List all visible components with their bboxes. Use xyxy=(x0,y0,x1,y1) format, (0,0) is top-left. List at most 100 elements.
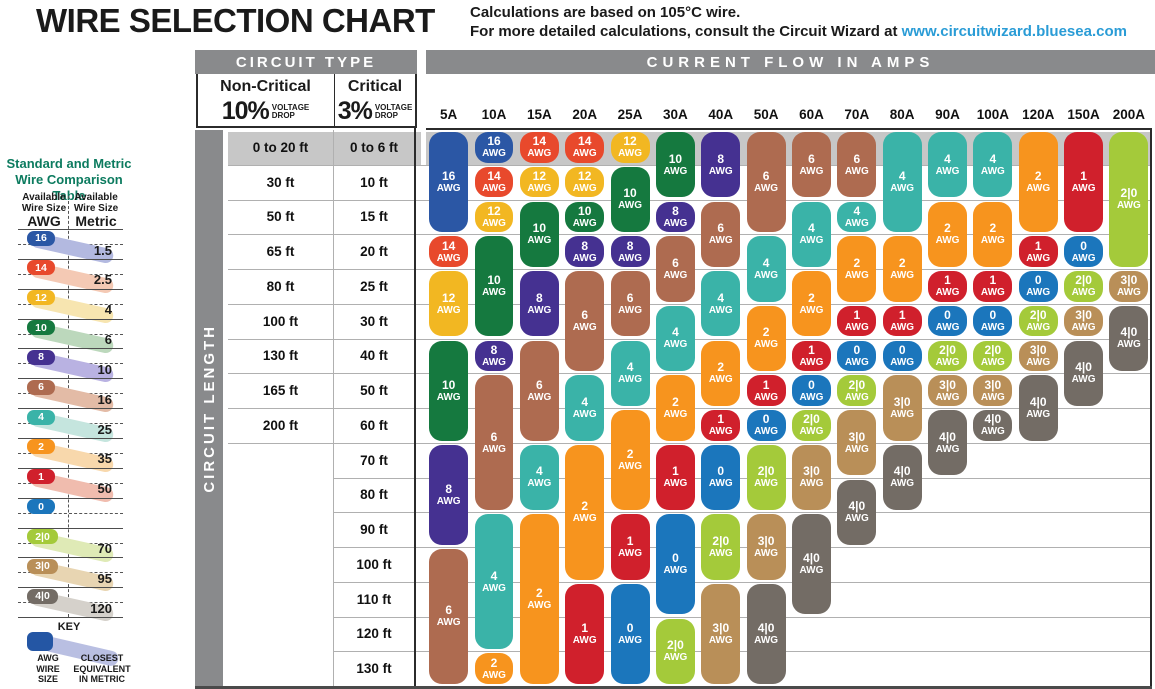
wire-pill-awg-suffix: AWG xyxy=(436,252,461,264)
circuit-wizard-link[interactable]: www.circuitwizard.bluesea.com xyxy=(901,23,1127,40)
wire-pill-awg-suffix: AWG xyxy=(844,443,869,455)
wire-pill: 4 AWG xyxy=(746,236,786,302)
circuit-type-subheader: Non-Critical 10% VOLTAGE DROP Critical 3%… xyxy=(196,74,417,128)
wire-pill: 0 AWG xyxy=(928,305,967,337)
wire-pill: 4 AWG xyxy=(519,444,559,511)
wire-pill-gauge: 2|0 xyxy=(1075,273,1092,288)
comparison-metric-value: 70 xyxy=(97,541,112,556)
wire-pill-gauge: 10 xyxy=(441,377,456,392)
wire-pill: 0 AWG xyxy=(1064,236,1104,267)
wire-pill: 14 AWG xyxy=(429,236,469,267)
wire-pill-gauge: 8 xyxy=(672,203,679,218)
wire-pill: 16 AWG xyxy=(474,132,514,163)
wire-pill-awg-suffix: AWG xyxy=(436,304,461,316)
grid-line-horizontal xyxy=(228,199,1152,201)
wire-pill-gauge: 14 xyxy=(487,169,501,184)
comparison-metric-value: 35 xyxy=(97,451,112,467)
wire-pill-gauge: 4 xyxy=(944,151,951,166)
wire-pill-awg-suffix: AWG xyxy=(1026,252,1051,264)
wire-pill: 10 AWG xyxy=(474,236,514,337)
wire-pill-gauge: 6 xyxy=(853,151,861,166)
wire-pill: 4|0 AWG xyxy=(837,479,877,545)
wire-pill: 4|0 AWG xyxy=(1109,305,1149,372)
wire-pill-awg-suffix: AWG xyxy=(527,148,552,160)
awg-col-header-label: AWG xyxy=(27,213,61,229)
wire-pill-awg-suffix: AWG xyxy=(844,322,869,334)
wire-pill-awg-suffix: AWG xyxy=(890,356,915,368)
amps-column-label: 100A xyxy=(976,107,1009,122)
wire-pill-awg-suffix: AWG xyxy=(799,165,824,177)
row-label-critical: 110 ft xyxy=(356,591,392,607)
wire-pill: 4|0 AWG xyxy=(928,410,967,476)
key-title: KEY xyxy=(57,621,81,633)
wire-pill-gauge: 2|0 xyxy=(1120,186,1138,201)
wire-pill-gauge: 12 xyxy=(487,203,501,218)
comparison-row-line xyxy=(18,497,123,499)
wire-pill: 0 AWG xyxy=(882,340,922,372)
wire-pill-awg-suffix: AWG xyxy=(527,304,552,316)
row-label-critical: 0 to 6 ft xyxy=(349,139,398,155)
wire-pill-awg-suffix: AWG xyxy=(844,391,869,403)
comparison-row-line xyxy=(18,258,123,260)
wire-pill-gauge: 4|0 xyxy=(1120,325,1138,340)
wire-pill-awg-suffix: AWG xyxy=(980,391,1005,403)
wire-pill: 0 AWG xyxy=(746,410,786,441)
wire-pill-gauge: 2|0 xyxy=(848,377,866,392)
wire-pill: 2 AWG xyxy=(746,305,786,372)
wire-pill: 10 AWG xyxy=(429,340,469,441)
wire-pill-gauge: 1 xyxy=(808,342,815,357)
wire-pill-gauge: 10 xyxy=(487,273,501,288)
wire-pill-gauge: 4|0 xyxy=(1029,394,1047,409)
comparison-awg-badge: 2 xyxy=(27,439,55,455)
wire-pill-awg-suffix: AWG xyxy=(844,165,869,177)
amps-column-label: 30A xyxy=(663,107,688,122)
wire-pill-awg-suffix: AWG xyxy=(890,183,915,195)
wire-pill-awg-suffix: AWG xyxy=(663,217,688,229)
wire-pill: 14 AWG xyxy=(474,166,514,198)
wire-pill: 0 AWG xyxy=(655,514,695,615)
comparison-row-line xyxy=(18,408,123,410)
row-label-non-critical: 130 ft xyxy=(262,348,299,364)
wire-pill-gauge: 0 xyxy=(898,342,906,357)
wire-pill-awg-suffix: AWG xyxy=(935,356,960,368)
comparison-metric-value: 1.5 xyxy=(93,242,112,258)
circuit-length-label: CIRCUIT LENGTH xyxy=(200,323,218,493)
critical-pct: 3% xyxy=(337,97,373,125)
wire-pill-awg-suffix: AWG xyxy=(482,148,506,160)
wire-pill: 2 AWG xyxy=(973,201,1013,267)
comparison-row-line xyxy=(18,587,123,589)
wire-pill-gauge: 3|0 xyxy=(848,429,866,444)
wire-pill-gauge: 2|0 xyxy=(1029,308,1047,323)
wire-pill-awg-suffix: AWG xyxy=(980,322,1005,334)
row-label-non-critical: 30 ft xyxy=(266,174,295,190)
comparison-metric-value: 120 xyxy=(90,600,112,616)
wire-pill-awg-suffix: AWG xyxy=(890,269,915,281)
wire-pill: 14 AWG xyxy=(519,132,559,163)
wire-pill-awg-suffix: AWG xyxy=(1026,183,1051,195)
wire-pill: 3|0 AWG xyxy=(792,444,831,511)
non-critical-pct: 10% xyxy=(221,97,270,125)
wire-pill-gauge: 3|0 xyxy=(1075,308,1092,323)
grid-line-horizontal xyxy=(228,373,1152,375)
wire-pill-gauge: 10 xyxy=(532,221,547,236)
non-critical-title: Non-Critical xyxy=(220,78,311,95)
wire-pill: 6 AWG xyxy=(701,201,741,267)
wire-pill-gauge: 4|0 xyxy=(984,412,1002,427)
wire-pill-gauge: 2 xyxy=(989,221,997,236)
wire-pill: 3|0 AWG xyxy=(1064,305,1104,337)
wire-pill-gauge: 2|0 xyxy=(712,533,730,548)
wire-pill-awg-suffix: AWG xyxy=(754,547,779,559)
wire-pill-gauge: 4|0 xyxy=(939,429,956,444)
wire-pill: 2|0 AWG xyxy=(655,618,695,684)
wire-pill-gauge: 2 xyxy=(581,499,589,514)
wire-pill-gauge: 12 xyxy=(623,134,637,149)
wire-pill: 1 AWG xyxy=(655,444,695,511)
row-label-critical: 30 ft xyxy=(360,313,388,329)
wire-pill: 4 AWG xyxy=(701,271,741,337)
metric-col-header: Available Wire Size xyxy=(73,192,119,214)
wire-pill-awg-suffix: AWG xyxy=(572,148,597,160)
wire-pill: 6 AWG xyxy=(792,132,831,198)
wire-pill-gauge: 8 xyxy=(626,238,634,253)
wire-pill: 3|0 AWG xyxy=(1109,271,1149,302)
wire-pill-gauge: 4|0 xyxy=(757,620,775,635)
